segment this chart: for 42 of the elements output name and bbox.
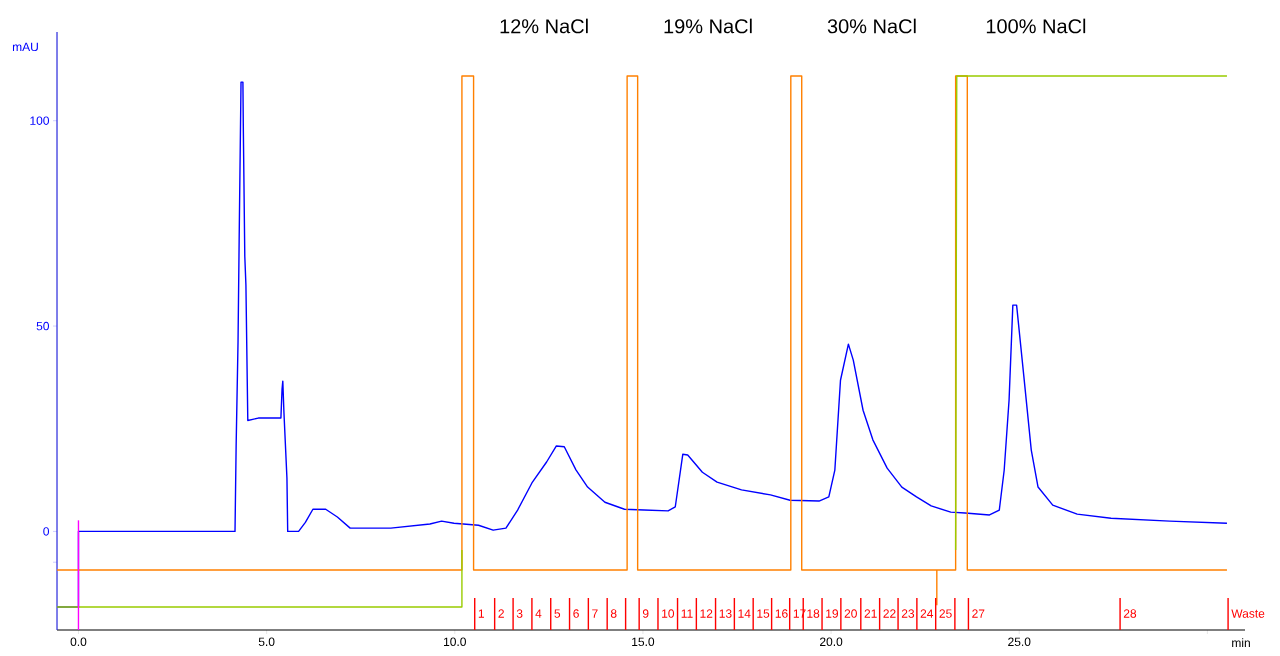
- annotation: 8: [610, 609, 617, 618]
- annotation: 5: [554, 609, 561, 618]
- annotation: 23: [901, 609, 915, 618]
- annotation: 14: [738, 609, 751, 618]
- annotation: 24: [920, 609, 934, 618]
- annotation: 7: [592, 609, 598, 618]
- annotation: 27: [972, 609, 985, 618]
- x-tick-label: 10.0: [444, 637, 466, 647]
- annotation: 12% NaCl: [500, 18, 588, 34]
- y-tick-label: 100: [30, 116, 50, 125]
- x-tick-label: 20.0: [820, 637, 843, 647]
- y-axis-title: mAU: [12, 42, 38, 52]
- annotation: 18: [807, 609, 820, 618]
- annotation: 11: [681, 609, 693, 618]
- annotation: 6: [573, 609, 579, 618]
- annotation: 1: [478, 609, 484, 618]
- annotation: 100% NaCl: [986, 18, 1086, 34]
- x-tick-label: 5.0: [258, 637, 275, 647]
- annotation: 2: [498, 609, 504, 618]
- x-tick-label: 15.0: [632, 637, 655, 647]
- x-axis-title: min: [1232, 638, 1250, 647]
- y-tick-label: 50: [36, 321, 50, 331]
- annotation: 15: [757, 609, 770, 618]
- annotation: 13: [719, 609, 732, 618]
- annotation: Waste: [1231, 609, 1265, 618]
- annotation: 22: [883, 609, 896, 618]
- annotation: 19: [826, 609, 839, 618]
- annotation: 10: [662, 609, 675, 618]
- annotation: 21: [864, 609, 877, 618]
- annotation: 25: [939, 609, 952, 618]
- annotation: 9: [642, 609, 649, 618]
- y-tick-label: 0: [43, 527, 50, 536]
- annotation: 30% NaCl: [827, 18, 916, 34]
- x-tick-label: 0.0: [70, 637, 87, 647]
- annotation: 3: [516, 609, 523, 618]
- annotation: 4: [535, 609, 542, 618]
- x-tick-label: 25.0: [1008, 637, 1031, 647]
- annotation: 20: [844, 609, 857, 618]
- annotation: 16: [775, 609, 788, 618]
- annotation: 28: [1123, 609, 1137, 618]
- annotation: 12: [700, 609, 713, 618]
- annotation: 19% NaCl: [664, 18, 752, 34]
